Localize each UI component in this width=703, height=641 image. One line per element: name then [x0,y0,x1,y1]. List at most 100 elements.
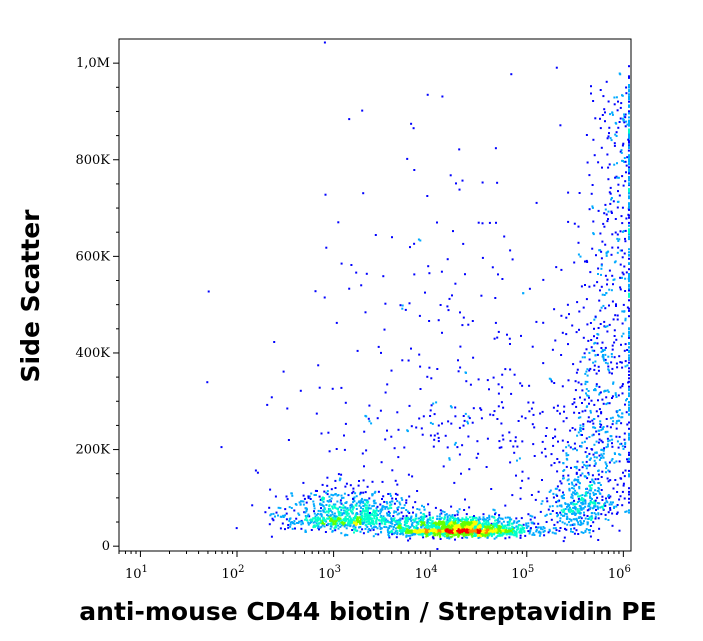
data-point [395,497,397,500]
data-point [425,528,428,531]
data-point [340,494,343,497]
data-point [574,428,577,431]
data-point [521,479,524,482]
data-point [619,150,622,153]
data-point [519,487,522,490]
data-point [615,435,618,438]
data-point [620,102,623,105]
data-point [206,381,209,384]
data-point [566,515,569,518]
data-point [581,466,584,469]
data-point [556,409,559,412]
data-point [601,398,604,401]
data-point [541,528,544,531]
data-point [532,443,535,446]
data-point [332,520,335,523]
data-point [272,512,275,515]
data-point [577,241,580,244]
data-point [451,514,454,517]
data-point [324,193,327,196]
data-point [448,457,451,460]
data-point [453,522,456,525]
data-point [557,440,559,443]
data-point [324,531,327,533]
data-point [471,320,474,322]
data-point [454,538,456,541]
data-point [616,483,619,486]
data-point [577,521,580,524]
data-point [443,535,446,538]
data-point [573,411,576,414]
data-point [355,495,358,498]
data-point [331,513,334,516]
data-point [609,495,612,498]
data-point [594,463,597,466]
data-point [466,522,469,525]
data-point [328,499,331,502]
data-point [302,481,305,484]
data-point [560,504,563,507]
data-point [628,141,630,144]
data-point [393,510,396,513]
data-point [447,309,450,312]
data-point [558,499,561,502]
data-point [611,438,614,441]
data-point [358,526,360,529]
data-point [322,498,325,501]
data-point [607,355,610,358]
data-point [344,524,347,526]
data-point [463,524,466,527]
data-point [459,527,462,530]
data-point [333,527,336,530]
data-point [313,517,316,520]
data-point [473,523,476,526]
data-point [582,522,585,525]
data-point [565,333,568,336]
data-point [442,465,445,468]
data-point [619,361,622,364]
data-point [407,539,410,542]
data-point [475,456,478,459]
data-point [515,521,518,524]
data-point [561,497,564,500]
data-point [385,526,388,529]
data-point [413,273,416,276]
data-point [365,504,368,507]
data-point [529,528,532,531]
data-point [628,162,630,165]
data-point [355,522,358,525]
data-point [628,154,630,157]
data-point [575,371,578,374]
data-point [411,475,414,478]
data-point [552,492,555,495]
data-point [576,501,579,504]
data-point [594,315,597,318]
data-point [575,405,578,408]
data-point [616,251,619,254]
data-point [463,419,466,422]
data-point [575,465,578,468]
data-point [434,522,437,525]
data-point [592,418,595,420]
data-point [473,532,476,535]
data-point [603,325,606,328]
data-point [541,410,544,413]
data-point [361,452,364,455]
data-point [393,447,396,450]
data-point [362,192,365,195]
data-point [289,521,292,524]
data-point [572,518,575,521]
data-point [326,517,329,520]
data-point [552,527,555,530]
data-point [339,499,342,502]
data-point [532,401,535,404]
data-point [451,535,454,538]
data-point [610,459,613,462]
data-point [623,252,626,255]
data-point [307,521,310,524]
data-point [477,378,480,381]
data-point [506,521,509,524]
data-point [626,349,629,351]
data-point [607,166,610,169]
data-point [619,249,622,252]
